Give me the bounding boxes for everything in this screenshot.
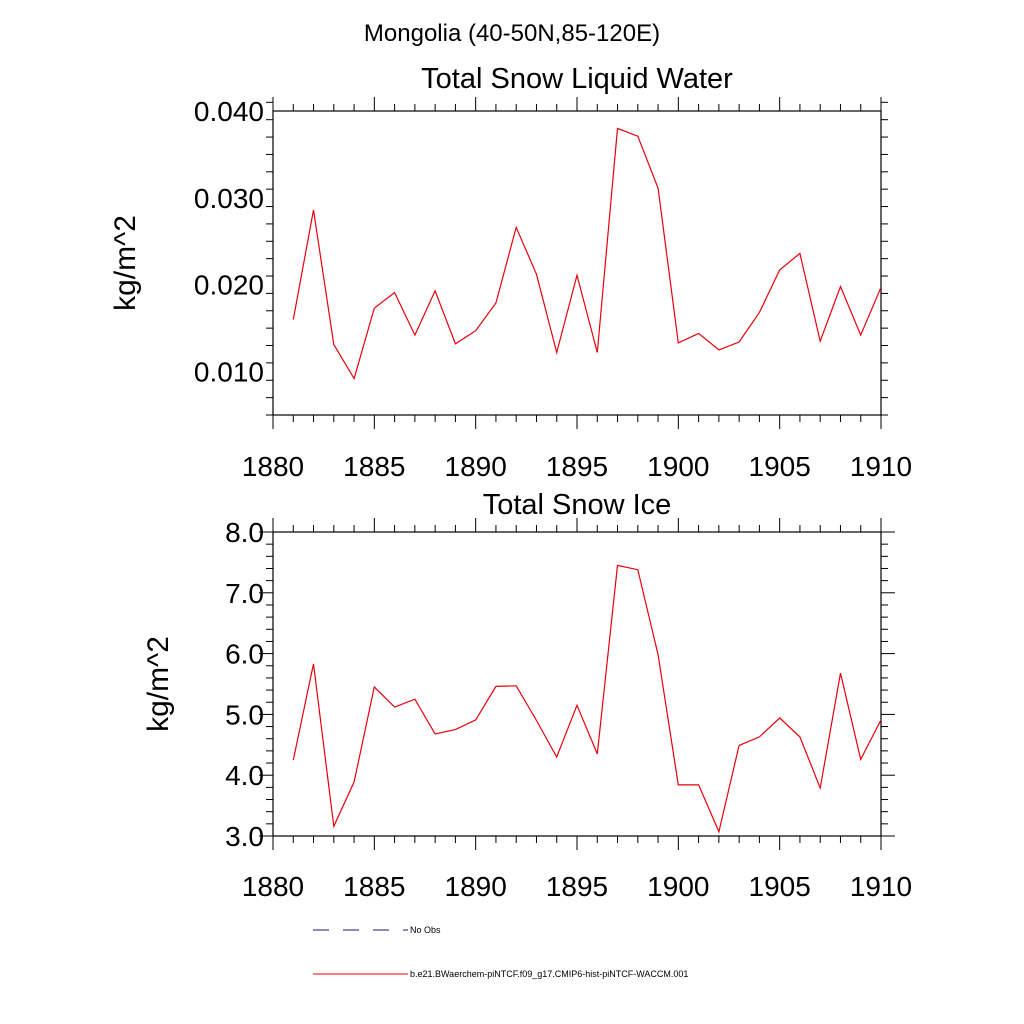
x-tick-label: 1900 [647, 871, 709, 902]
y-tick-label: 6.0 [225, 639, 264, 670]
plot-frame [272, 531, 882, 837]
y-tick-label: 0.030 [194, 183, 264, 214]
x-tick-label: 1885 [343, 871, 405, 902]
y-tick-label: 0.020 [194, 270, 264, 301]
y-tick-label: 5.0 [225, 699, 264, 730]
y-tick-label: 3.0 [225, 821, 264, 852]
panel-title: Total Snow Liquid Water [421, 63, 733, 95]
x-tick-label: 1900 [647, 451, 709, 482]
series-line [292, 127, 882, 380]
legend-label-model: b.e21.BWaerchem-piNTCF.f09_g17.CMIP6-his… [410, 969, 688, 979]
legend-label-no-obs: No Obs [410, 925, 441, 935]
y-axis-label: kg/m^2 [142, 636, 175, 732]
x-tick-label: 1895 [546, 871, 608, 902]
legend: No Obs b.e21.BWaerchem-piNTCF.f09_g17.CMI… [313, 925, 688, 979]
x-tick-label: 1885 [343, 451, 405, 482]
x-tick-label: 1895 [546, 451, 608, 482]
x-tick-label: 1910 [850, 451, 912, 482]
y-tick-label: 8.0 [225, 517, 264, 548]
x-tick-label: 1880 [242, 451, 304, 482]
series-line [292, 564, 882, 834]
y-axis-label: kg/m^2 [109, 215, 142, 311]
x-tick-label: 1890 [445, 451, 507, 482]
x-tick-label: 1880 [242, 871, 304, 902]
y-tick-label: 7.0 [225, 578, 264, 609]
x-tick-label: 1905 [749, 871, 811, 902]
x-tick-label: 1910 [850, 871, 912, 902]
plot-frame [272, 110, 882, 416]
x-tick-label: 1905 [749, 451, 811, 482]
panel-title: Total Snow Ice [483, 489, 672, 521]
x-tick-label: 1890 [445, 871, 507, 902]
y-tick-label: 0.010 [194, 357, 264, 388]
y-tick-label: 4.0 [225, 760, 264, 791]
snow-ice-chart: Total Snow Ice 1880 1885 1890 1895 1900 1905 19… [142, 489, 912, 902]
figure-title: Mongolia (40-50N,85-120E) [364, 20, 660, 47]
y-tick-label: 0.040 [194, 96, 264, 127]
liquid-water-chart: Total Snow Liquid Water 1880 1885 1890 1895 1… [109, 63, 912, 482]
